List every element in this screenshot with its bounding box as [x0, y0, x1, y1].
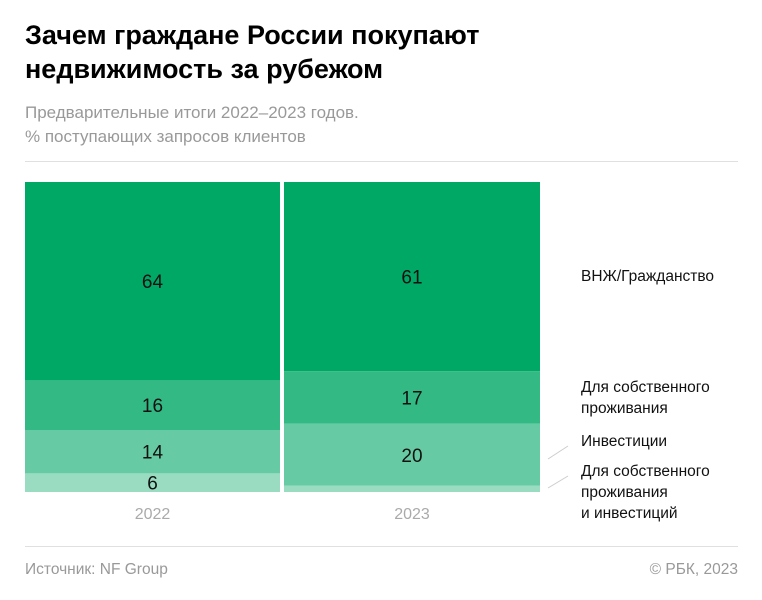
stacked-bar-chart: 64 16 14 6 2022 61 17 20 2023	[25, 182, 569, 523]
top-divider	[25, 161, 738, 162]
x-tick-label: 2022	[135, 506, 171, 523]
legend-label-0: ВНЖ/Гражданство	[581, 268, 715, 285]
leader-line	[547, 475, 569, 489]
bar-segment-1-1	[284, 371, 540, 424]
chart-title: Зачем граждане России покупают недвижимо…	[25, 20, 480, 84]
legend-label-2: Инвестиции	[581, 433, 668, 450]
copyright: © РБК, 2023	[649, 561, 738, 578]
bar-segment-0-3	[25, 473, 280, 492]
subtitle-line: Предварительные итоги 2022–2023 годов.	[25, 103, 359, 122]
bar-segment-1-0	[284, 182, 540, 372]
data-label: 6	[147, 474, 158, 495]
leader-line	[547, 445, 569, 460]
data-label: 14	[142, 443, 164, 464]
data-label: 16	[142, 396, 163, 417]
data-label: 17	[401, 388, 422, 409]
legend-label-3: Для собственного проживания и инвестиций	[581, 463, 710, 522]
chart-subtitle: Предварительные итоги 2022–2023 годов. %…	[25, 101, 359, 149]
subtitle-line: % поступающих запросов клиентов	[25, 127, 306, 146]
bar-segment-1-2	[284, 423, 540, 486]
data-label: 64	[142, 272, 164, 293]
bar-segment-0-2	[25, 430, 280, 474]
bar-segment-0-0	[25, 182, 280, 381]
bar-segment-0-1	[25, 380, 280, 430]
data-label: 20	[401, 446, 422, 467]
bottom-divider	[25, 546, 738, 547]
source-note: Источник: NF Group	[25, 561, 168, 578]
bar-segment-1-3	[284, 485, 540, 492]
data-label: 61	[401, 268, 422, 289]
legend-label-1: Для собственного проживания	[581, 379, 710, 417]
x-tick-label: 2023	[394, 506, 430, 523]
